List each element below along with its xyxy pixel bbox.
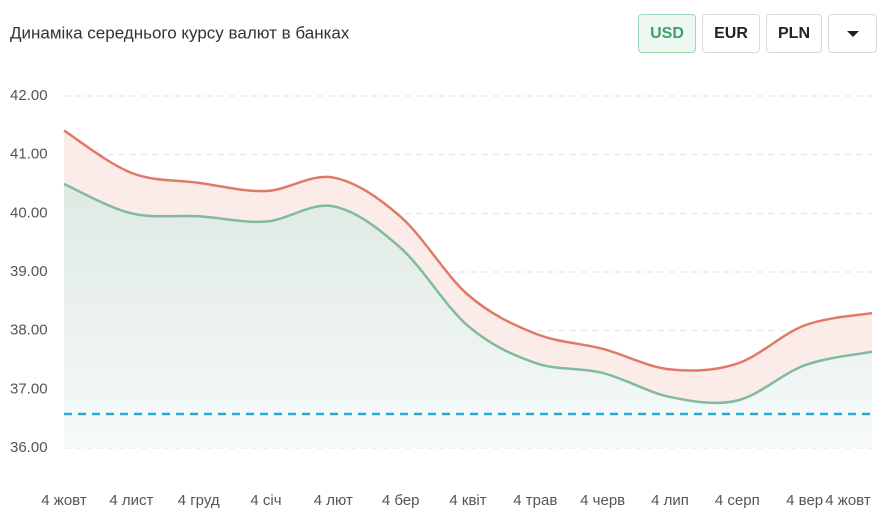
dropdown-arrow	[846, 30, 859, 37]
x-tick-label: 4 лип	[651, 492, 689, 509]
x-tick-label: 4 квіт	[449, 492, 486, 509]
x-tick-label: 4 лют	[314, 492, 353, 509]
spread-area	[64, 130, 872, 403]
y-tick-label: 42.00	[10, 87, 48, 104]
x-tick-label: 4 бер	[382, 492, 420, 509]
x-tick-label: 4 лист	[109, 492, 153, 509]
currency-button[interactable]: USD	[638, 14, 696, 53]
x-tick-label: 4 черв	[580, 492, 625, 509]
x-tick-label: 4 груд	[178, 492, 220, 509]
x-tick-label: 4 жовт	[825, 492, 871, 509]
x-tick-label: 4 січ	[250, 492, 281, 509]
chart-title: Динаміка середнього курсу валют в банках	[10, 23, 350, 42]
x-tick-label: 4 трав	[513, 492, 557, 509]
line	[63, 182, 873, 405]
x-tick-label: 4 вер	[786, 492, 823, 509]
currency-button[interactable]: EUR	[702, 14, 760, 53]
x-tick-label: 4 серп	[715, 492, 760, 509]
line	[63, 129, 873, 372]
dropdown-button[interactable]	[828, 14, 877, 53]
x-tick-label: 4 жовт	[41, 492, 87, 509]
y-tick-label: 37.00	[10, 380, 48, 397]
y-tick-label: 36.00	[10, 439, 48, 456]
y-tick-label: 38.00	[10, 322, 48, 339]
y-tick-label: 41.00	[10, 146, 48, 163]
y-tick-label: 39.00	[10, 263, 48, 280]
currency-button[interactable]: PLN	[766, 14, 822, 53]
y-tick-label: 40.00	[10, 204, 48, 221]
area	[64, 184, 872, 448]
